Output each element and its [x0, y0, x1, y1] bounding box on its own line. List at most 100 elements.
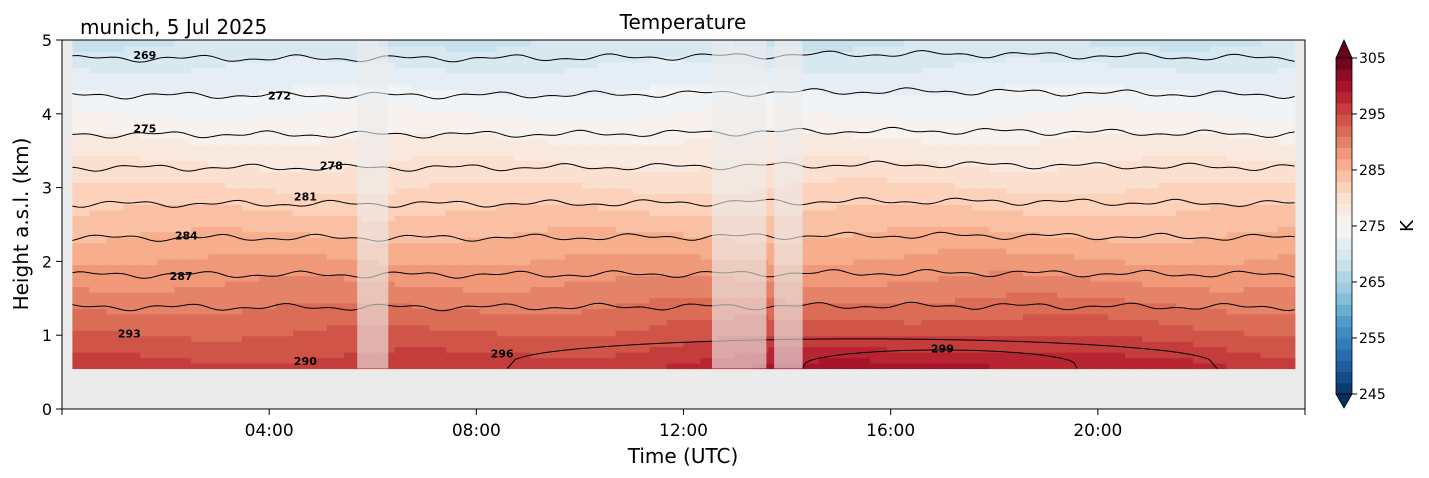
heatmap-cell [853, 357, 871, 364]
heatmap-cell [887, 264, 905, 271]
colorbar-segment [1336, 349, 1352, 361]
heatmap-cell [1260, 341, 1279, 348]
heatmap-cell [310, 160, 328, 167]
heatmap-cell [1040, 100, 1058, 107]
heatmap-cell [1074, 133, 1092, 140]
heatmap-cell [666, 154, 685, 162]
heatmap-cell [174, 89, 192, 96]
heatmap-cell [157, 116, 175, 123]
heatmap-cell [1209, 94, 1228, 101]
missing-data-gap [774, 40, 803, 369]
heatmap-cell [445, 133, 464, 140]
heatmap-cell [276, 324, 294, 331]
heatmap-cell [1158, 40, 1177, 47]
heatmap-cell [123, 346, 141, 353]
heatmap-cell [259, 215, 277, 222]
heatmap-cell [276, 111, 294, 118]
heatmap-cell [632, 61, 651, 69]
heatmap-cell [140, 67, 158, 74]
heatmap-cell [479, 193, 498, 200]
heatmap-cell [1260, 248, 1279, 255]
heatmap-cell [904, 138, 922, 145]
heatmap-cell [1158, 302, 1177, 309]
heatmap-cell [1175, 248, 1194, 255]
heatmap-cell [955, 291, 973, 298]
heatmap-cell [615, 78, 634, 85]
heatmap-cell [327, 291, 345, 298]
y-tick-label: 5 [42, 31, 52, 50]
heatmap-cell [700, 324, 719, 331]
heatmap-cell [1158, 346, 1177, 353]
heatmap-cell [870, 242, 888, 249]
heatmap-cell [513, 226, 532, 233]
heatmap-cell [649, 242, 668, 249]
heatmap-cell [955, 209, 973, 216]
heatmap-cell [1090, 341, 1109, 348]
heatmap-cell [972, 45, 990, 52]
heatmap-cell [1124, 105, 1143, 112]
heatmap-cell [1074, 302, 1092, 309]
heatmap-cell [242, 357, 260, 364]
heatmap-cell [1040, 362, 1058, 370]
heatmap-cell [581, 78, 600, 85]
heatmap-cell [581, 149, 600, 156]
heatmap-cell [853, 56, 871, 63]
heatmap-cell [632, 94, 651, 101]
heatmap-cell [666, 346, 685, 353]
heatmap-cell [887, 341, 905, 348]
heatmap-cell [904, 165, 922, 173]
heatmap-cell [887, 215, 905, 222]
heatmap-cell [225, 40, 243, 47]
heatmap-cell [1124, 67, 1143, 74]
heatmap-cell [1006, 40, 1024, 47]
heatmap-cell [530, 78, 549, 85]
heatmap-cell [853, 193, 871, 200]
heatmap-cell [904, 83, 922, 90]
heatmap-cell [870, 45, 888, 52]
heatmap-cell [327, 144, 345, 151]
heatmap-cell [1074, 138, 1092, 145]
heatmap-cell [955, 149, 973, 156]
heatmap-cell [683, 61, 702, 69]
heatmap-cell [649, 220, 668, 227]
heatmap-cell [938, 324, 956, 331]
heatmap-cell [802, 352, 820, 359]
heatmap-cell [1175, 291, 1194, 298]
heatmap-cell [327, 215, 345, 222]
heatmap-cell [1040, 94, 1058, 101]
heatmap-cell [938, 264, 956, 271]
heatmap-cell [700, 308, 719, 315]
heatmap-cell [598, 341, 617, 348]
heatmap-cell [72, 297, 91, 304]
heatmap-cell [310, 341, 328, 348]
heatmap-cell [1192, 198, 1211, 205]
heatmap-cell [938, 215, 956, 222]
heatmap-cell [1260, 215, 1279, 222]
heatmap-cell [564, 269, 583, 277]
heatmap-cell [259, 346, 277, 353]
heatmap-cell [1209, 100, 1228, 107]
heatmap-cell [496, 220, 515, 227]
heatmap-cell [955, 330, 973, 337]
heatmap-cell [615, 127, 634, 134]
heatmap-cell [955, 40, 973, 47]
heatmap-cell [259, 83, 277, 90]
heatmap-cell [547, 72, 566, 79]
heatmap-cell [666, 226, 685, 233]
heatmap-cell [191, 226, 209, 233]
heatmap-cell [157, 127, 175, 134]
heatmap-cell [598, 127, 617, 134]
heatmap-cell [174, 94, 192, 101]
heatmap-cell [1141, 176, 1160, 183]
heatmap-cell [1090, 154, 1109, 162]
heatmap-cell [89, 94, 107, 101]
heatmap-cell [564, 83, 583, 90]
heatmap-cell [819, 105, 837, 112]
heatmap-cell [140, 291, 158, 298]
heatmap-cell [1107, 264, 1126, 271]
heatmap-cell [513, 160, 532, 167]
heatmap-cell [1209, 149, 1228, 156]
heatmap-cell [428, 297, 447, 304]
heatmap-cell [683, 89, 702, 96]
heatmap-cell [513, 330, 532, 337]
